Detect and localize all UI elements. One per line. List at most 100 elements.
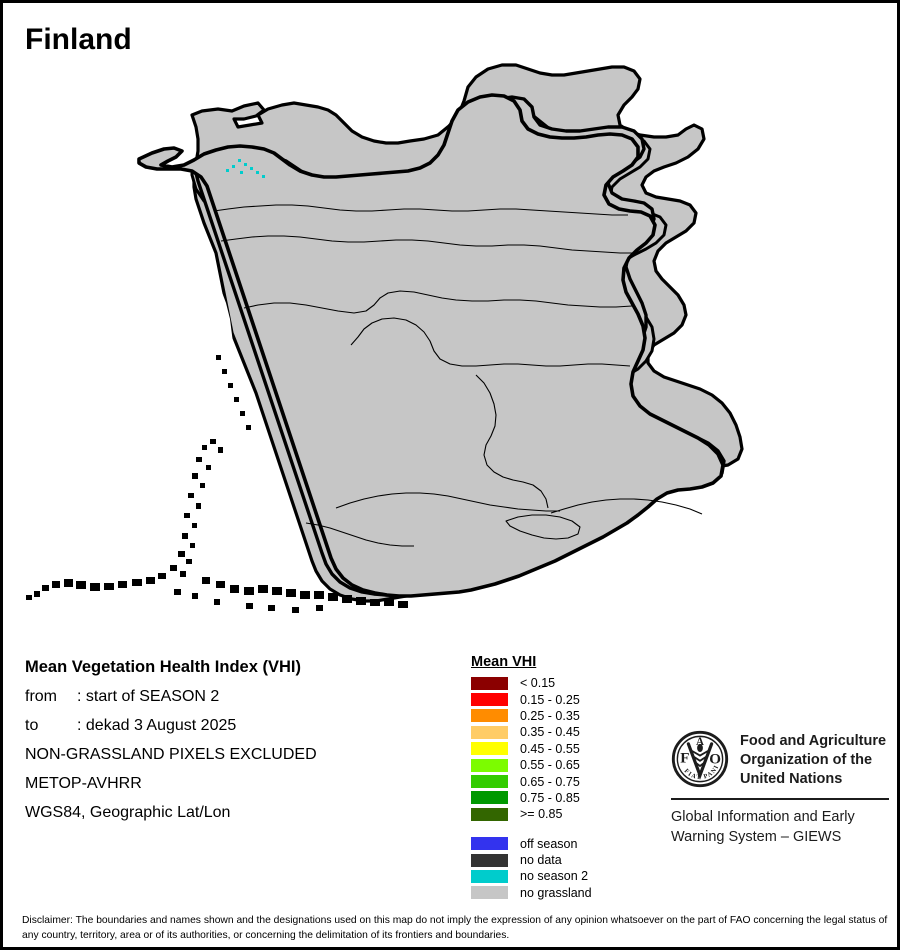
metadata-from-row: from: start of SEASON 2 <box>25 688 445 706</box>
legend-class-swatch <box>471 758 508 772</box>
coast-pixel <box>300 591 310 599</box>
metadata-sensor: METOP-AVHRR <box>25 775 142 792</box>
metadata-to-sep: : <box>77 717 82 734</box>
coast-pixel <box>272 587 282 595</box>
fao-letter-f: F <box>680 750 689 766</box>
legend-class-row[interactable]: 0.55 - 0.65 <box>471 757 641 773</box>
no-season2-pixel <box>250 167 253 170</box>
coast-pixel <box>234 397 239 402</box>
legend-class-row[interactable]: 0.75 - 0.85 <box>471 790 641 806</box>
coast-pixel <box>42 585 49 591</box>
region-border-ostrobothnia <box>243 290 633 314</box>
coast-pixel <box>314 591 324 599</box>
metadata-to-value: dekad 3 August 2025 <box>85 717 237 734</box>
legend-special-row[interactable]: no grassland <box>471 885 641 901</box>
coast-pixel <box>170 565 177 571</box>
legend-class-label: 0.15 - 0.25 <box>520 692 580 707</box>
coast-pixel <box>132 579 142 586</box>
no-season2-pixel <box>238 159 241 162</box>
legend-class-row[interactable]: 0.35 - 0.45 <box>471 724 641 740</box>
region-border-lake-loop <box>505 514 581 540</box>
page-title: Finland <box>25 23 132 56</box>
coast-pixel <box>146 577 155 584</box>
no-season2-pixel <box>232 165 235 168</box>
giews-line-2: Warning System – GIEWS <box>671 829 842 846</box>
fao-wheat-grain <box>697 743 703 753</box>
coast-pixel <box>118 581 127 588</box>
coast-pixel <box>192 473 198 479</box>
legend-class-swatch <box>471 693 508 707</box>
legend-special-swatch <box>471 853 508 867</box>
map-canvas[interactable] <box>6 53 897 643</box>
legend-class-label: 0.45 - 0.55 <box>520 741 580 756</box>
legend-class-swatch <box>471 742 508 756</box>
legend-title: Mean VHI <box>471 654 537 670</box>
coast-pixel <box>246 603 253 609</box>
legend-special-row[interactable]: no season 2 <box>471 868 641 884</box>
legend-class-row[interactable]: 0.15 - 0.25 <box>471 691 641 707</box>
legend-class-row[interactable]: >= 0.85 <box>471 806 641 822</box>
legend-special-list: off season no data no season 2 no grassland <box>471 836 641 902</box>
coast-pixel <box>34 591 40 597</box>
fao-wheat-leaf-1 <box>690 749 710 757</box>
coast-pixel <box>240 411 245 416</box>
region-border-mid <box>350 317 631 367</box>
baltic-sea-west <box>6 203 262 621</box>
fao-logo-icon: F A O FIAT PANIS <box>669 725 729 788</box>
coast-pixel <box>192 593 198 599</box>
coast-pixel <box>190 543 195 548</box>
legend-class-label: 0.75 - 0.85 <box>520 790 580 805</box>
coast-pixel <box>230 585 239 593</box>
legend-class-row[interactable]: 0.45 - 0.55 <box>471 741 641 757</box>
no-season2-pixel <box>256 171 259 174</box>
coast-pixel <box>178 551 185 557</box>
coast-pixel <box>186 559 192 564</box>
coast-pixel <box>206 465 211 470</box>
coast-pixel <box>90 583 100 591</box>
coast-pixel <box>328 593 338 601</box>
coast-pixel <box>76 581 86 589</box>
metadata-title: Mean Vegetation Health Index (VHI) <box>25 658 301 676</box>
coast-pixel <box>26 595 32 600</box>
legend-class-row[interactable]: < 0.15 <box>471 675 641 691</box>
region-border-southeast <box>550 498 703 515</box>
archipelago-pixels <box>26 355 408 613</box>
fao-header: F A O FIAT PANIS Food and Agriculture Or… <box>669 725 893 789</box>
giews-line-1: Global Information and Early <box>671 809 855 826</box>
metadata-to-row: to: dekad 3 August 2025 <box>25 717 445 735</box>
legend-class-label: 0.35 - 0.45 <box>520 725 580 740</box>
coast-pixel <box>214 599 220 605</box>
no-season2-pixel <box>240 171 243 174</box>
coast-pixel <box>216 581 225 588</box>
coast-pixel <box>216 355 221 360</box>
finland-accurate <box>137 93 725 598</box>
coast-pixel <box>286 589 296 597</box>
fao-divider <box>671 798 889 801</box>
coast-pixel <box>180 571 186 577</box>
legend-special-label: no data <box>520 853 562 868</box>
coast-pixel <box>222 369 227 374</box>
legend-class-label: 0.65 - 0.75 <box>520 774 580 789</box>
legend: Mean VHI < 0.15 0.15 - 0.25 0.25 - 0.35 0.3… <box>471 653 641 901</box>
legend-class-row[interactable]: 0.25 - 0.35 <box>471 708 641 724</box>
coast-pixel <box>342 595 352 603</box>
coast-pixel <box>316 605 323 611</box>
fao-wheat-leaf-2 <box>692 755 708 762</box>
coast-pixel <box>258 585 268 593</box>
fao-letter-o: O <box>709 752 721 768</box>
legend-special-swatch <box>471 837 508 851</box>
coast-pixel <box>196 503 201 509</box>
coast-pixel <box>246 425 251 430</box>
legend-class-swatch <box>471 791 508 805</box>
legend-class-swatch <box>471 807 508 821</box>
internal-region-borders <box>213 204 703 547</box>
fao-outer-ring <box>671 730 729 788</box>
fao-branding-block: F A O FIAT PANIS Food and Agriculture Or… <box>669 725 893 848</box>
coast-pixel <box>292 607 299 613</box>
legend-special-row[interactable]: off season <box>471 836 641 852</box>
metadata-from-sep: : <box>77 688 82 705</box>
coast-pixel <box>200 483 205 488</box>
legend-special-row[interactable]: no data <box>471 852 641 868</box>
legend-class-row[interactable]: 0.65 - 0.75 <box>471 773 641 789</box>
fao-wheat-leaf-3 <box>694 761 706 768</box>
